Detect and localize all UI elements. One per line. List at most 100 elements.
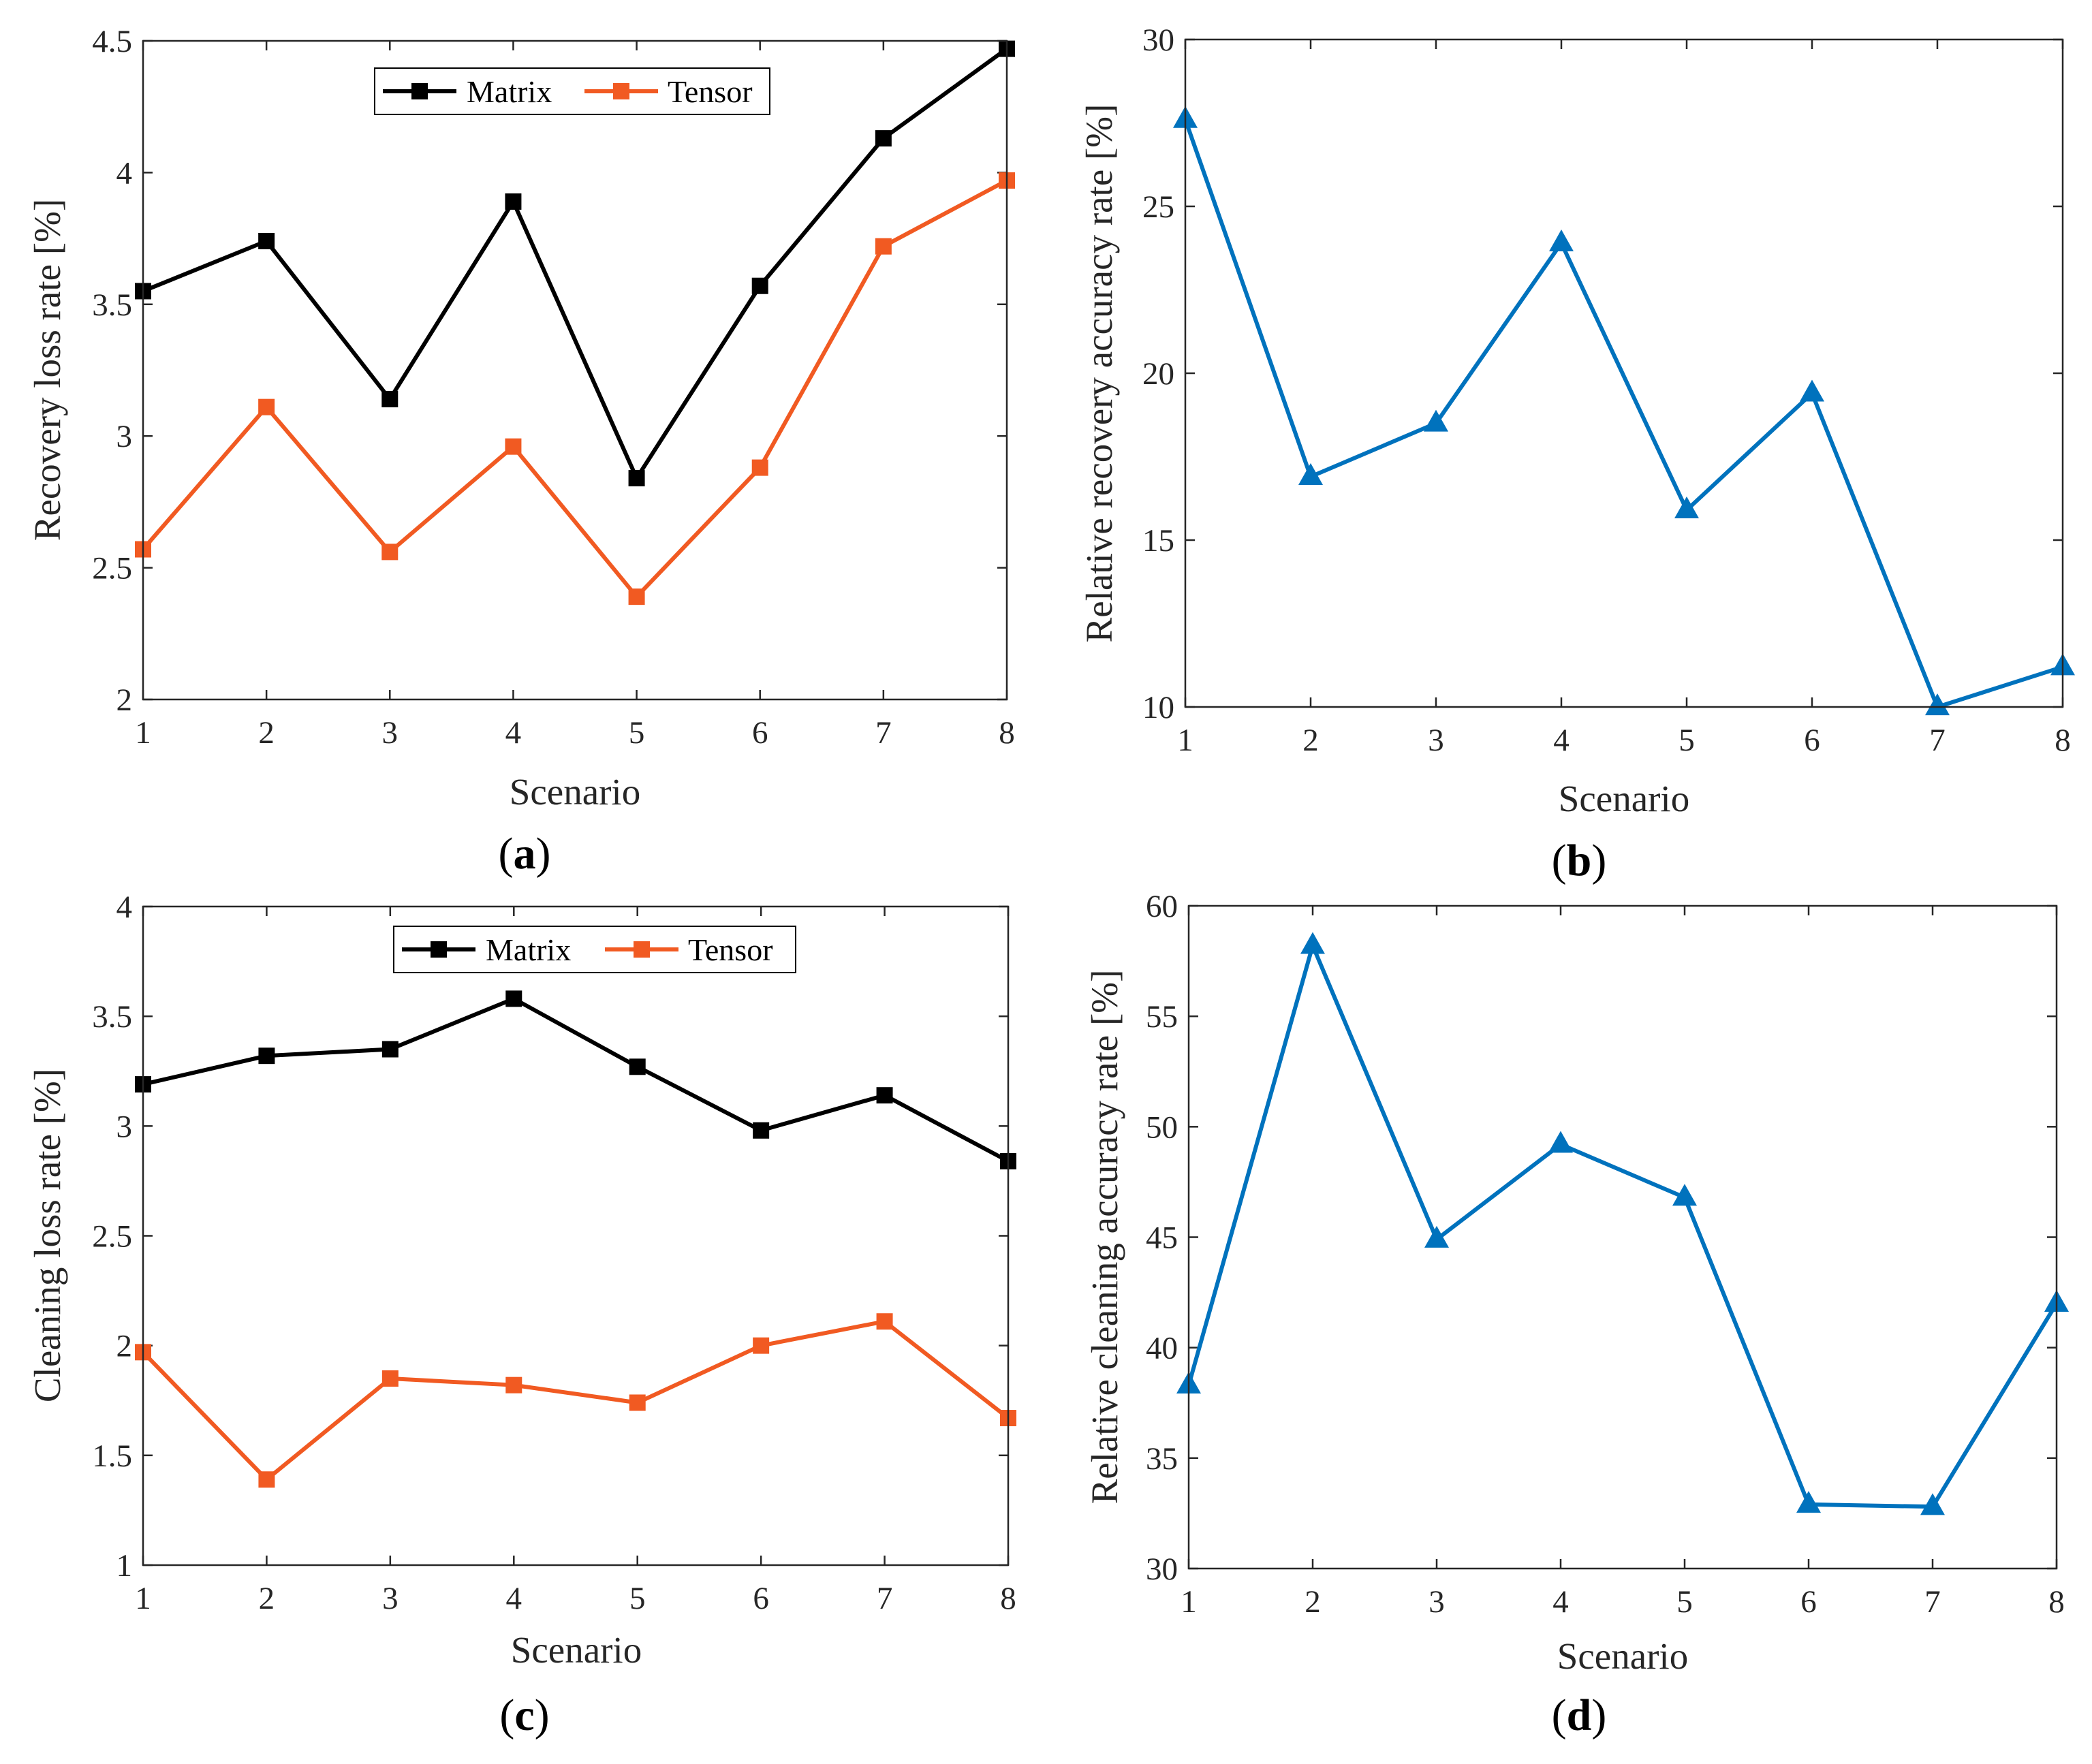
panel-c-series-1-point-2	[258, 1471, 275, 1488]
panel-c-series-0-point-7	[876, 1087, 893, 1104]
panel-b-series-0-point-2	[1298, 463, 1323, 486]
panel-a-ytick-label-0: 2	[116, 682, 133, 718]
panel-a-ytick-label-5: 4.5	[92, 24, 132, 59]
panel-b-series-0-line	[1183, 119, 2063, 709]
panel-c-series-0-point-6	[753, 1122, 770, 1139]
panel-a-series-1-line	[141, 178, 1008, 599]
panel-a-ytick-label-1: 2.5	[92, 551, 132, 586]
panel-b-series-0-point-7	[1925, 693, 1950, 716]
panel-c-legend-tensor-label: Tensor	[688, 932, 773, 967]
panel-a-series-1-point-7	[875, 238, 892, 255]
panel-a-xtick-label-4: 4	[505, 715, 522, 751]
panel-b-series-0-point-6	[1800, 379, 1824, 402]
panel-c-legend-tensor-marker	[634, 941, 650, 958]
panel-c-series-1-point-3	[381, 1370, 399, 1387]
panel-a-ytick-label-4: 4	[116, 155, 133, 191]
panel-c-xtick-label-6: 6	[753, 1581, 769, 1616]
panel-d-label: (d)	[1552, 1690, 1607, 1740]
panel-c-legend-matrix-marker	[431, 941, 447, 958]
panel-c: 1 2 3 4 5 6 7 8 1 1.5 2 2.5 3 3.5 4 Scenario Cleaning …	[27, 889, 1016, 1740]
panel-c-ylabel: Cleaning loss rate [%]	[27, 1069, 68, 1402]
panel-a-xlabel: Scenario	[510, 771, 640, 813]
panel-b-series-0-point-5	[1674, 497, 1699, 519]
panel-d-xtick-label-1: 1	[1181, 1584, 1197, 1620]
panel-b-ytick-label-2: 20	[1142, 356, 1174, 392]
panel-d-series-0-point-3	[1424, 1225, 1449, 1248]
panel-c-series-0-line	[142, 996, 1010, 1163]
panel-a-series-1-point-3	[381, 544, 399, 561]
panel-a-plot: 1 2 3 4 5 6 7 822.533.544.5	[92, 24, 1015, 751]
panel-a: 1 2 3 4 5 6 7 822.533.544.5 Scenario Recovery l…	[27, 24, 1015, 879]
panel-d-axes-box	[1187, 904, 2058, 1570]
panel-a-xtick-label-6: 6	[752, 715, 768, 751]
panel-c-series-1-point-4	[505, 1376, 522, 1393]
panel-a-xtick-label-8: 8	[999, 715, 1015, 751]
panel-a-series-1-point-5	[628, 588, 645, 605]
panel-c-ytick-label-1: 1.5	[92, 1438, 132, 1474]
panel-d-ytick-label-0: 30	[1146, 1552, 1178, 1587]
panel-c-xtick-label-3: 3	[382, 1581, 399, 1616]
panel-d-xlabel: Scenario	[1557, 1635, 1688, 1677]
panel-c-series-0-point-2	[258, 1048, 275, 1065]
panel-c-series-1-point-6	[753, 1337, 770, 1354]
panel-a-series-0-point-7	[875, 130, 892, 147]
panel-b-xlabel: Scenario	[1559, 778, 1689, 819]
panel-a-series-0-point-2	[258, 232, 275, 249]
panel-a-legend-tensor-label: Tensor	[668, 74, 753, 109]
panel-c-series-1-line	[141, 1319, 1010, 1482]
panel-a-series-1-point-6	[751, 459, 768, 476]
panel-c-ytick-label-2: 2	[116, 1329, 133, 1364]
panel-b-xtick-label-8: 8	[2055, 723, 2071, 758]
panel-b-ylabel: Relative recovery accuracy rate [%]	[1078, 104, 1120, 643]
panel-c-ytick-label-6: 4	[116, 889, 133, 925]
panel-c-series-0-point-5	[629, 1058, 646, 1075]
panel-c-ytick-label-0: 1	[116, 1548, 133, 1584]
panel-b-label: (b)	[1552, 836, 1607, 885]
panel-d-ytick-label-1: 35	[1146, 1441, 1178, 1477]
panel-d-series-0-point-4	[1548, 1131, 1573, 1153]
panel-a-series-0-point-3	[381, 391, 399, 408]
panel-b-xtick-label-4: 4	[1553, 723, 1570, 758]
panel-d-xtick-label-2: 2	[1305, 1584, 1321, 1620]
panel-a-xtick-label-7: 7	[875, 715, 892, 751]
panel-c-axes-box	[142, 905, 1010, 1566]
panel-d-xtick-label-6: 6	[1800, 1584, 1817, 1620]
panel-c-series-0-point-4	[505, 990, 522, 1007]
panel-a-legend-matrix-marker	[411, 83, 428, 99]
panel-b: 1 2 3 4 5 6 7 8 10 15 20 25 30 Scenario Relative rec…	[1078, 22, 2075, 885]
panel-c-xtick-label-8: 8	[1000, 1581, 1016, 1616]
panel-c-series-1-point-7	[876, 1313, 893, 1330]
panel-d-ylabel: Relative cleaning accuracy rate [%]	[1084, 970, 1125, 1505]
panel-c-xtick-label-2: 2	[259, 1581, 275, 1616]
panel-d-series-0-point-5	[1672, 1184, 1697, 1206]
panel-d-series-0-point-2	[1300, 932, 1325, 954]
panel-c-legend: Matrix Tensor	[393, 926, 796, 973]
panel-a-ylabel: Recovery loss rate [%]	[27, 199, 68, 541]
panel-b-series-0-point-3	[1424, 409, 1448, 432]
panel-b-ytick-label-0: 10	[1142, 690, 1174, 725]
panel-c-ytick-label-4: 3	[116, 1109, 133, 1144]
panel-c-series-0-point-3	[381, 1041, 399, 1058]
panel-a-series-1-point-2	[258, 398, 275, 415]
panel-d-series-0-line	[1187, 943, 2059, 1509]
panel-c-xtick-label-4: 4	[506, 1581, 522, 1616]
panel-a-series-0-line	[142, 47, 1008, 481]
panel-a-series-1-point-4	[505, 438, 522, 455]
panel-a-ytick-label-2: 3	[116, 419, 133, 454]
panel-b-xtick-label-3: 3	[1428, 723, 1444, 758]
panel-d-ytick-label-5: 55	[1146, 999, 1178, 1035]
panel-a-label: (a)	[499, 829, 551, 879]
panel-a-ytick-label-3: 3.5	[92, 287, 132, 323]
panel-b-xtick-label-2: 2	[1302, 723, 1319, 758]
panel-c-xtick-label-7: 7	[877, 1581, 893, 1616]
panel-d-xtick-label-7: 7	[1924, 1584, 1941, 1620]
panel-b-series-0-point-4	[1549, 230, 1574, 252]
panel-a-xtick-label-1: 1	[135, 715, 151, 751]
panel-b-ytick-label-1: 15	[1142, 523, 1174, 558]
panel-d-ytick-label-4: 50	[1146, 1109, 1178, 1145]
panel-b-ytick-label-3: 25	[1142, 189, 1174, 225]
panel-d-ytick-label-6: 60	[1146, 889, 1178, 924]
panel-d-xtick-label-5: 5	[1676, 1584, 1693, 1620]
